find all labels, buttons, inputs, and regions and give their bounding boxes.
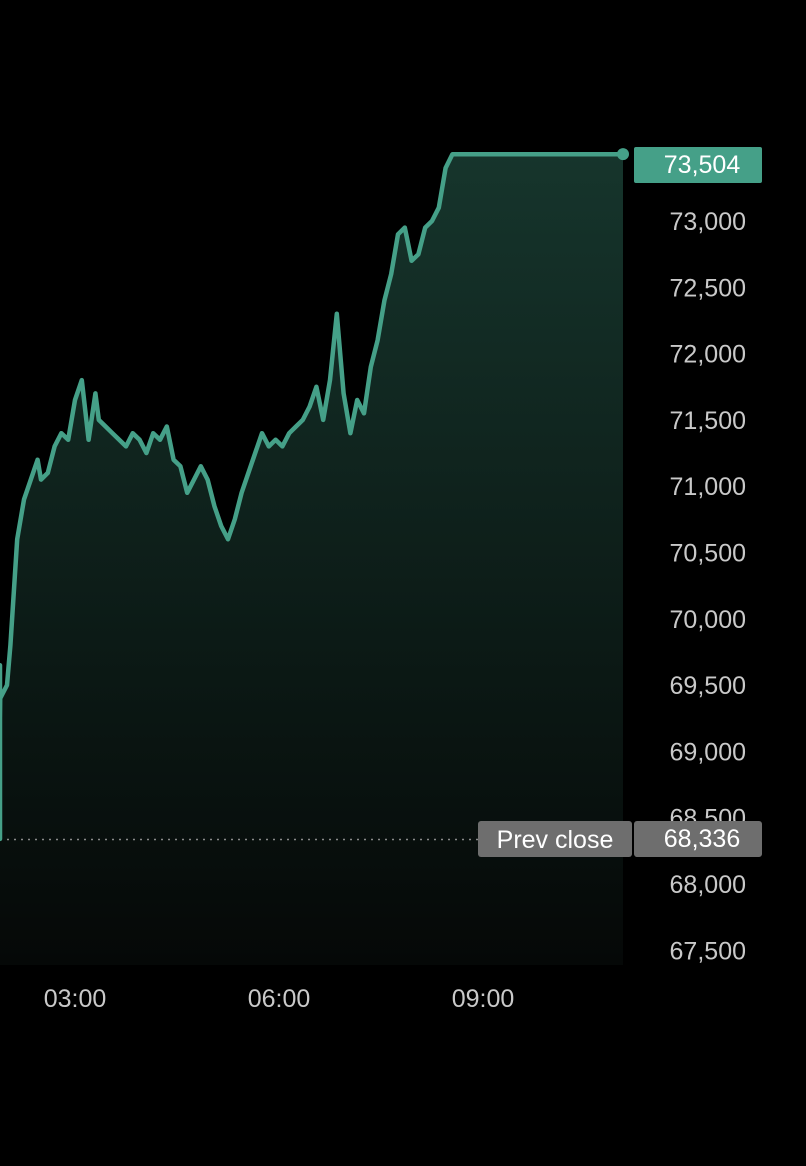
last-price-label: 73,504 (664, 151, 741, 179)
y-tick-label: 72,500 (670, 274, 746, 302)
y-tick-label: 71,500 (670, 407, 746, 435)
y-tick-label: 70,500 (670, 540, 746, 568)
y-tick-label: 67,500 (670, 937, 746, 965)
x-axis-ticks: 03:00 06:00 09:00 (44, 985, 515, 1013)
price-area (0, 154, 623, 965)
prev-close-tag: Prev close 68,336 (478, 821, 762, 857)
x-tick-label: 06:00 (248, 985, 311, 1013)
y-tick-label: 69,500 (670, 672, 746, 700)
x-tick-label: 09:00 (452, 985, 515, 1013)
price-line (0, 151, 626, 842)
prev-close-value: 68,336 (664, 825, 740, 853)
y-tick-label: 70,000 (670, 606, 746, 634)
y-tick-label: 73,000 (670, 208, 746, 236)
y-tick-label: 69,000 (670, 738, 746, 766)
prev-close-label: Prev close (497, 826, 614, 854)
x-tick-label: 03:00 (44, 985, 107, 1013)
y-tick-label: 72,000 (670, 341, 746, 369)
last-price-tag: 73,504 (634, 147, 762, 183)
last-price-dot (617, 148, 629, 161)
y-tick-label: 71,000 (670, 473, 746, 501)
y-tick-label: 68,000 (670, 871, 746, 899)
y-axis-ticks: 73,000 72,500 72,000 71,500 71,000 70,500 70,0… (670, 208, 746, 965)
